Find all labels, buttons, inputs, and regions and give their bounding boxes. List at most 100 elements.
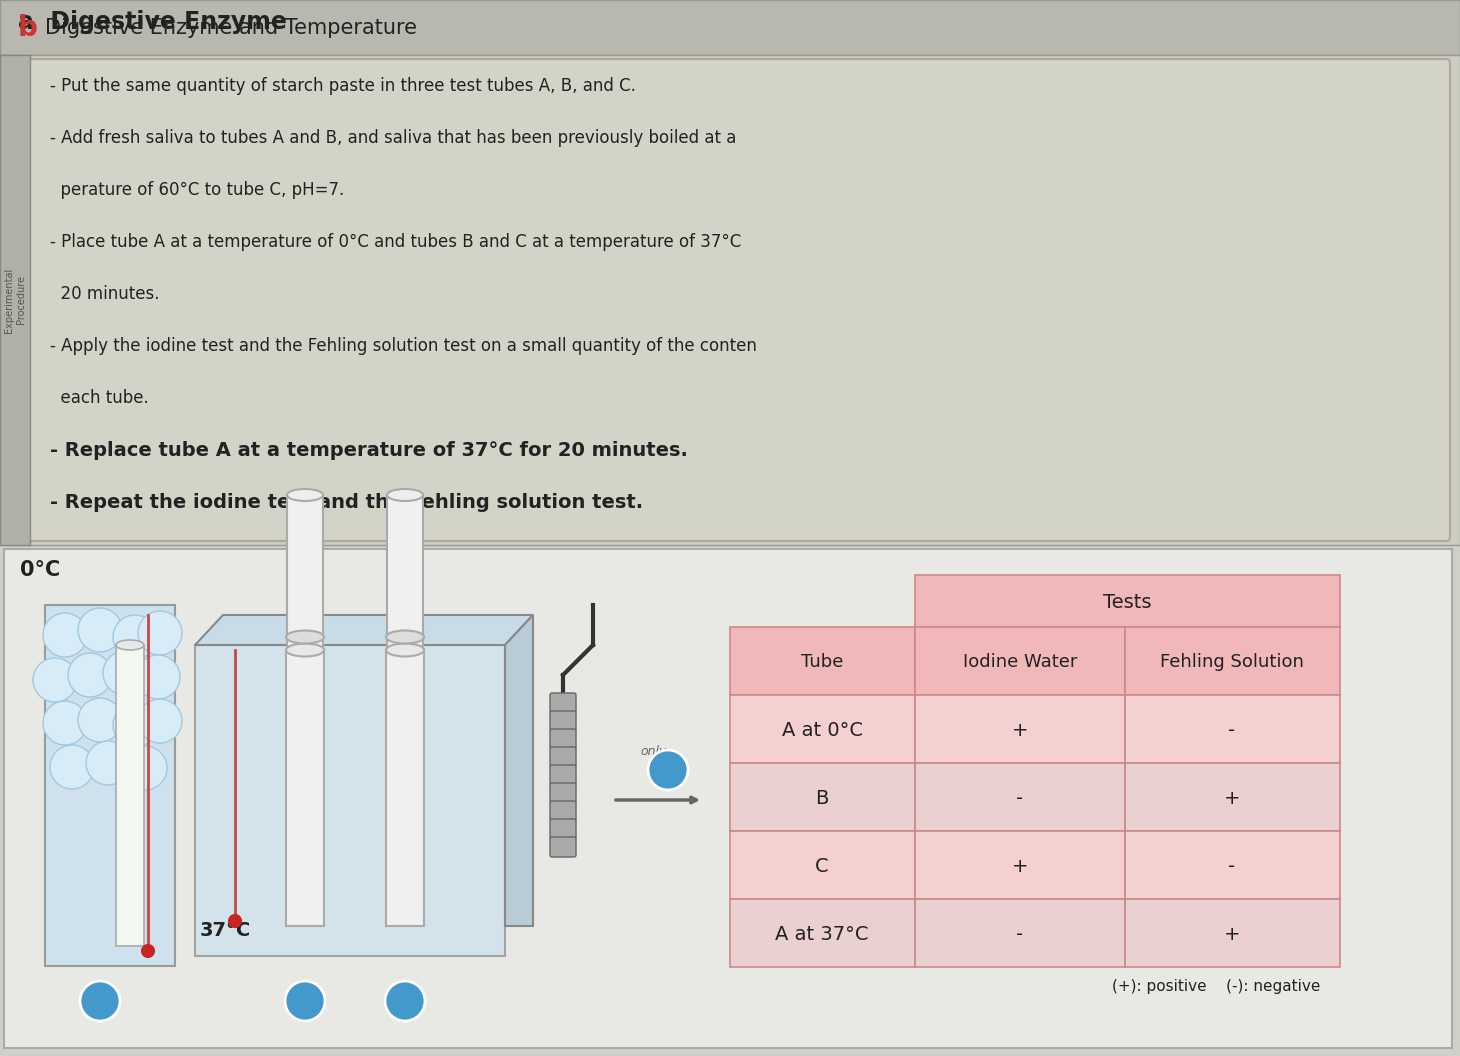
Bar: [915, 763, 1126, 831]
Bar: [730, 831, 915, 899]
Circle shape: [50, 744, 93, 789]
Bar: [1126, 695, 1340, 763]
Polygon shape: [196, 615, 533, 645]
Text: B: B: [663, 760, 675, 775]
Circle shape: [80, 981, 120, 1021]
Text: A at 37°C: A at 37°C: [775, 925, 869, 944]
Text: -: -: [1228, 721, 1235, 740]
Ellipse shape: [115, 640, 145, 650]
Circle shape: [77, 608, 123, 652]
Circle shape: [86, 741, 130, 785]
Text: Experimental
Procedure: Experimental Procedure: [4, 267, 26, 333]
Text: 0°C: 0°C: [20, 560, 60, 580]
Bar: [0, 55, 31, 545]
Text: B: B: [299, 993, 311, 1011]
Circle shape: [104, 650, 147, 695]
Ellipse shape: [286, 630, 324, 643]
Bar: [730, 899, 915, 967]
Bar: [45, 605, 175, 966]
Text: 37°C: 37°C: [200, 921, 251, 940]
Ellipse shape: [286, 643, 324, 657]
Circle shape: [136, 655, 180, 699]
Ellipse shape: [288, 489, 323, 501]
FancyBboxPatch shape: [23, 59, 1450, 541]
Text: - Replace tube A at a temperature of 37°C for 20 minutes.: - Replace tube A at a temperature of 37°…: [50, 441, 688, 460]
Bar: [915, 627, 1126, 695]
FancyBboxPatch shape: [550, 765, 577, 785]
Text: -: -: [1016, 789, 1023, 808]
Text: perature of 60°C to tube C, pH=7.: perature of 60°C to tube C, pH=7.: [50, 181, 345, 199]
Bar: [286, 650, 324, 926]
Text: +: +: [1012, 857, 1028, 876]
Bar: [730, 627, 915, 695]
Text: (+): positive    (-): negative: (+): positive (-): negative: [1111, 979, 1320, 994]
Circle shape: [123, 746, 166, 790]
Text: C: C: [399, 993, 412, 1011]
Text: A: A: [93, 993, 107, 1011]
Circle shape: [139, 699, 182, 743]
Text: A at 0°C: A at 0°C: [781, 721, 863, 740]
FancyBboxPatch shape: [550, 782, 577, 803]
Text: Tube: Tube: [802, 653, 844, 671]
Text: - Add fresh saliva to tubes A and B, and saliva that has been previously boiled : - Add fresh saliva to tubes A and B, and…: [50, 129, 736, 147]
Text: - Put the same quantity of starch paste in three test tubes A, B, and C.: - Put the same quantity of starch paste …: [50, 77, 637, 95]
Circle shape: [112, 703, 158, 747]
Circle shape: [42, 612, 88, 657]
Bar: [196, 645, 505, 956]
Text: Digestive Enzyme and Temperature: Digestive Enzyme and Temperature: [45, 18, 418, 38]
FancyBboxPatch shape: [550, 819, 577, 840]
Text: B: B: [815, 789, 829, 808]
Circle shape: [285, 981, 326, 1021]
Bar: [730, 763, 915, 831]
Bar: [915, 695, 1126, 763]
Ellipse shape: [387, 489, 423, 501]
Text: Iodine Water: Iodine Water: [962, 653, 1077, 671]
Bar: [0, 55, 1460, 545]
Bar: [0, 545, 1460, 1056]
Text: -: -: [1016, 925, 1023, 944]
Bar: [1126, 763, 1340, 831]
Text: 20 minutes.: 20 minutes.: [50, 285, 159, 303]
Bar: [387, 495, 423, 650]
Text: Tests: Tests: [1102, 593, 1152, 612]
Bar: [915, 899, 1126, 967]
Bar: [915, 831, 1126, 899]
Ellipse shape: [385, 643, 423, 657]
Text: b: b: [18, 14, 38, 42]
Text: -: -: [1228, 857, 1235, 876]
Text: +: +: [1223, 925, 1240, 944]
Bar: [385, 650, 423, 926]
FancyBboxPatch shape: [550, 711, 577, 731]
Bar: [1126, 899, 1340, 967]
Bar: [288, 495, 323, 650]
Bar: [1126, 831, 1340, 899]
Text: C: C: [815, 857, 829, 876]
FancyBboxPatch shape: [550, 729, 577, 749]
Text: only: only: [639, 744, 666, 758]
Bar: [915, 576, 1340, 627]
Circle shape: [139, 611, 182, 655]
Bar: [1126, 627, 1340, 695]
Circle shape: [42, 701, 88, 744]
Circle shape: [112, 615, 158, 659]
Text: - Apply the iodine test and the Fehling solution test on a small quantity of the: - Apply the iodine test and the Fehling …: [50, 337, 756, 355]
Bar: [0, 0, 1460, 55]
Circle shape: [648, 750, 688, 790]
FancyBboxPatch shape: [550, 802, 577, 821]
Text: +: +: [1223, 789, 1240, 808]
Circle shape: [229, 914, 241, 927]
Text: - Place tube A at a temperature of 0°C and tubes B and C at a temperature of 37°: - Place tube A at a temperature of 0°C a…: [50, 233, 742, 251]
Text: each tube.: each tube.: [50, 389, 149, 407]
Bar: [4, 549, 1453, 1048]
Text: a  Digestive Enzyme: a Digestive Enzyme: [18, 10, 286, 34]
Circle shape: [385, 981, 425, 1021]
FancyBboxPatch shape: [550, 747, 577, 767]
Text: +: +: [1012, 721, 1028, 740]
FancyBboxPatch shape: [550, 837, 577, 857]
Ellipse shape: [385, 630, 423, 643]
Polygon shape: [505, 615, 533, 926]
Circle shape: [77, 698, 123, 742]
Text: - Repeat the iodine test and the Fehling solution test.: - Repeat the iodine test and the Fehling…: [50, 493, 642, 512]
Circle shape: [142, 945, 153, 957]
Bar: [730, 695, 915, 763]
